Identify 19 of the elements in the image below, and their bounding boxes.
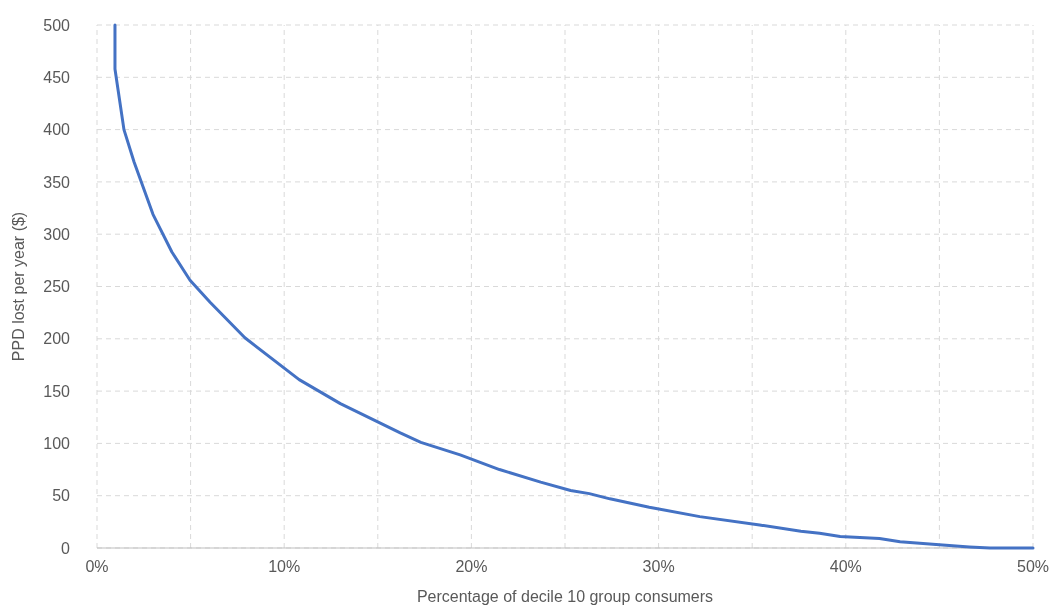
y-tick-label: 150 [43, 382, 71, 400]
x-tick-label: 50% [1016, 558, 1050, 575]
x-tick-label: 30% [642, 558, 675, 575]
y-tick-label: 500 [43, 16, 71, 34]
y-tick-label: 200 [43, 330, 71, 348]
y-tick-label: 250 [43, 278, 71, 296]
y-axis-title: PPD lost per year ($) [10, 211, 27, 362]
y-tick-label: 350 [43, 173, 71, 191]
y-tick-label: 400 [43, 121, 71, 139]
x-axis-title: Percentage of decile 10 group consumers [416, 588, 714, 605]
y-tick-label: 0 [61, 539, 71, 557]
x-tick-label: 20% [455, 558, 488, 575]
y-tick-label: 50 [52, 487, 71, 505]
y-tick-label: 100 [43, 435, 71, 452]
x-tick-label: 10% [268, 558, 301, 575]
x-tick-label: 0% [85, 558, 109, 575]
y-tick-label: 450 [43, 68, 71, 86]
y-tick-label: 300 [43, 225, 71, 243]
x-tick-label: 40% [829, 558, 862, 575]
